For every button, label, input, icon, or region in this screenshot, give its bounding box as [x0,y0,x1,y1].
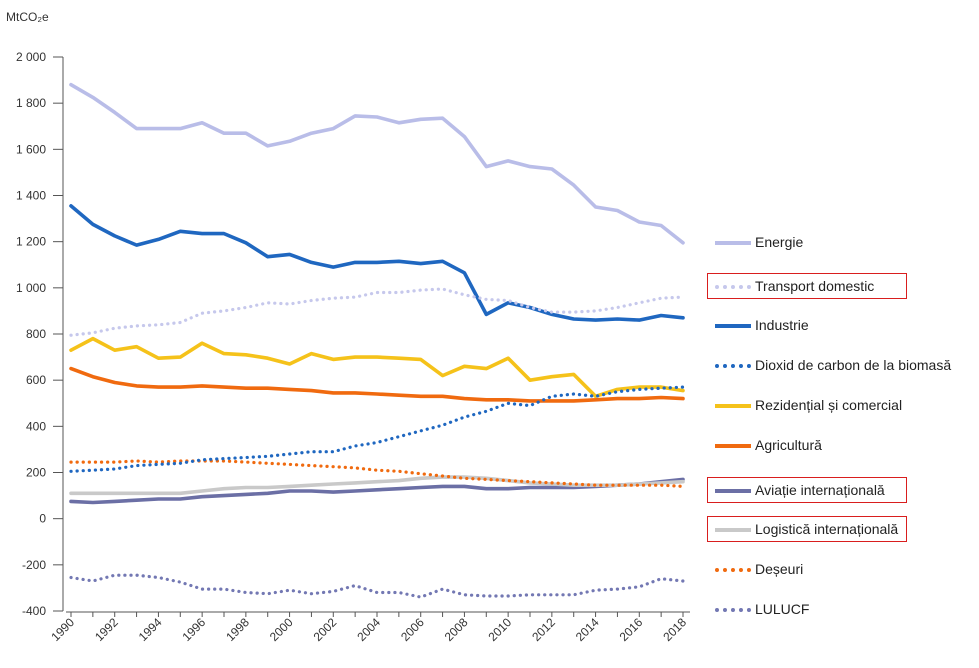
y-tick-label: -200 [22,558,46,572]
x-tick-label: 2006 [398,615,427,644]
y-tick-label: 200 [26,466,46,480]
legend-item: Aviație internațională [707,477,907,503]
legend-item: Industrie [708,313,976,337]
y-tick-label: -400 [22,604,46,618]
y-tick-label: 0 [39,512,46,526]
x-tick-label: 2010 [485,615,514,644]
x-tick-label: 2016 [617,615,646,644]
y-unit-label: MtCO₂e [6,10,49,24]
legend-label: LULUCF [755,601,810,617]
x-tick-label: 1994 [136,615,165,644]
legend-label: Deșeuri [755,561,804,577]
legend-item: Energie [708,230,976,254]
x-tick-label: 1990 [48,615,77,644]
series-line-8 [69,459,685,488]
x-tick-label: 1992 [92,615,121,644]
legend-swatch [715,444,751,448]
series-line-7 [69,475,685,496]
legend-swatch [715,489,751,493]
legend-swatch [715,608,751,612]
legend-item: Agricultură [708,433,976,457]
x-tick-label: 1996 [179,615,208,644]
legend-item: Deșeuri [708,557,976,581]
y-tick-label: 1 800 [16,96,46,110]
x-tick-label: 2004 [354,615,383,644]
y-tick-label: 1 600 [16,142,46,156]
legend-item: Logistică internațională [707,516,907,542]
y-tick-label: 1 000 [16,281,46,295]
x-tick-label: 1998 [223,615,252,644]
series-line-4 [69,336,685,399]
legend-swatch [715,528,751,532]
legend-swatch [715,568,751,572]
legend-swatch [715,324,751,328]
legend-swatch [715,285,751,289]
legend-swatch [715,241,751,245]
x-tick-label: 2002 [311,615,340,644]
x-tick-label: 2000 [267,615,296,644]
y-tick-label: 400 [26,419,46,433]
y-axis: -400 -200 0 200 400 600 800 1 000 1 200 1 400 1 60… [16,50,64,618]
legend-swatch [715,404,751,408]
y-tick-label: 600 [26,373,46,387]
y-tick-label: 2 000 [16,50,46,64]
series-line-6 [69,477,685,505]
legend-swatch [715,364,751,368]
legend-label: Rezidențial și comercial [755,397,903,413]
series-line-0 [69,82,685,245]
series-lines [69,82,685,599]
series-line-2 [69,204,685,322]
x-tick-label: 2008 [442,615,471,644]
legend-label: Logistică internațională [755,521,899,537]
series-line-5 [69,366,685,403]
legend-label: Industrie [755,317,809,333]
legend-label: Agricultură [755,437,822,453]
x-tick-label: 2012 [529,615,558,644]
series-line-3 [69,385,685,473]
legend-label: Aviație internațională [755,482,885,498]
legend-label: Dioxid de carbon de la biomasă [755,357,952,373]
y-tick-label: 800 [26,327,46,341]
series-line-9 [69,573,685,599]
y-tick-label: 1 200 [16,235,46,249]
legend-item: Rezidențial și comercial [708,393,976,417]
legend-item: LULUCF [708,597,976,621]
y-tick-label: 1 400 [16,189,46,203]
x-tick-label: 2014 [573,615,602,644]
series-line-1 [69,287,685,337]
legend-item: Transport domestic [707,273,907,299]
legend-item: Dioxid de carbon de la biomasă [708,353,976,377]
legend-label: Transport domestic [755,278,875,294]
legend-label: Energie [755,234,804,250]
x-tick-label: 2018 [660,615,689,644]
x-axis: 1990 1992 1994 1996 1998 2000 2002 2004 2006 2008… [48,611,690,644]
